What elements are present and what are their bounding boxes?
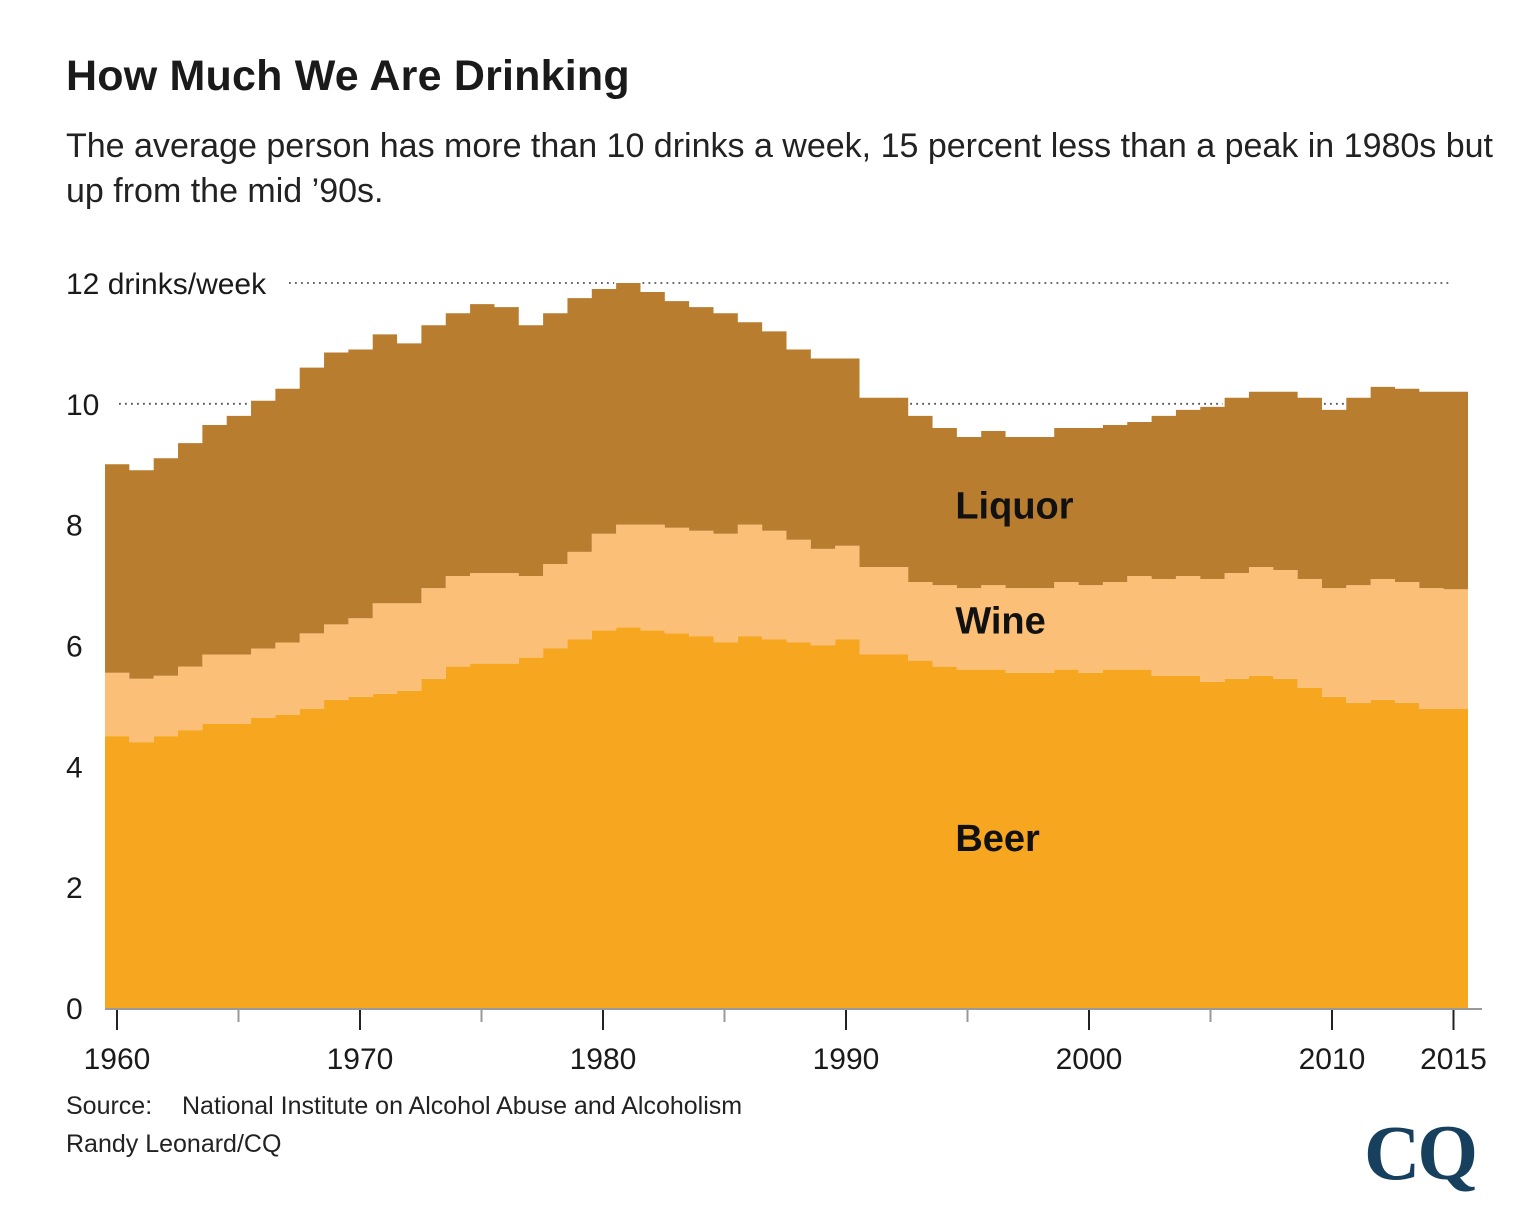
area-layer [105,283,1468,1008]
x-tick-label-1980: 1980 [570,1043,637,1076]
y-tick-label-8: 8 [66,510,83,543]
x-tick-label-1990: 1990 [813,1043,880,1076]
source-line: Source: National Institute on Alcohol Abu… [66,1092,742,1121]
x-tick-label-2015: 2015 [1420,1043,1487,1076]
x-tick-label-2000: 2000 [1056,1043,1123,1076]
cq-logo: CQ [1364,1109,1478,1196]
series-label-liquor: Liquor [955,486,1073,528]
y-tick-label-4: 4 [66,751,83,784]
series-label-beer: Beer [955,818,1040,860]
chart-subtitle: The average person has more than 10 drin… [66,127,1494,210]
area-beer [105,627,1468,1008]
series-label-layer: Liquor Wine Beer [955,486,1073,860]
axis-layer: 0 2 4 6 8 10 12 drinks/week 1960 1970 1980 1990 200… [66,268,1487,1076]
source-text: National Institute on Alcohol Abuse and … [182,1092,743,1120]
y-tick-label-6: 6 [66,631,83,664]
source-label: Source: [66,1092,153,1120]
x-tick-label-1960: 1960 [84,1043,151,1076]
area-liquor [105,283,1468,679]
chart-title: How Much We Are Drinking [66,52,630,100]
x-tick-label-2010: 2010 [1299,1043,1366,1076]
grid-layer [119,282,1450,405]
y-tick-label-12: 12 drinks/week [66,268,267,301]
credit-line: Randy Leonard/CQ [66,1130,282,1158]
y-tick-label-2: 2 [66,872,83,905]
y-tick-label-0: 0 [66,993,83,1026]
series-label-wine: Wine [955,600,1045,642]
x-tick-label-1970: 1970 [327,1043,394,1076]
y-tick-label-10: 10 [66,389,99,422]
